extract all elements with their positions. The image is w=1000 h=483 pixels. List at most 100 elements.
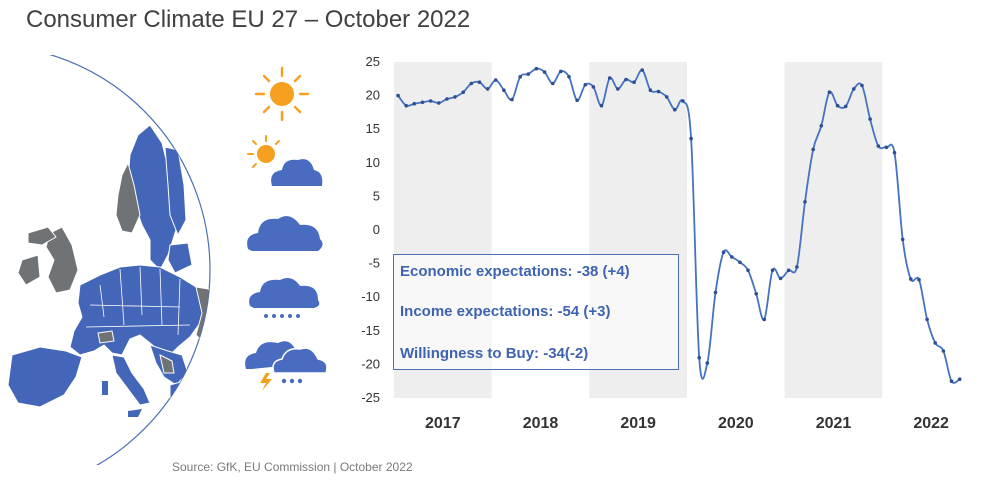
data-point [550, 81, 555, 86]
data-point [811, 147, 815, 152]
data-point [469, 81, 474, 86]
data-point [786, 268, 791, 273]
data-point [632, 80, 636, 84]
sun-icon [254, 66, 310, 122]
data-point [762, 317, 767, 322]
ireland-shape [17, 254, 41, 286]
data-point [640, 68, 644, 72]
italy-shape [111, 354, 151, 406]
data-point [721, 250, 726, 254]
data-point [559, 69, 563, 74]
data-point [420, 100, 425, 105]
y-tick-label: 5 [373, 188, 380, 203]
data-point [412, 101, 417, 106]
data-point [396, 93, 400, 98]
data-point [681, 99, 685, 103]
sicily-shape [128, 409, 142, 417]
data-point [599, 103, 604, 108]
border-lines [85, 266, 191, 336]
y-tick-label: -25 [361, 390, 380, 405]
data-point [477, 80, 482, 84]
data-point [843, 104, 848, 109]
sardinia-shape [102, 381, 108, 395]
x-year-label: 2022 [913, 415, 949, 432]
data-point [705, 361, 710, 365]
rain-cloud-icon [249, 278, 320, 318]
data-point [664, 95, 669, 99]
y-tick-label: 0 [373, 222, 380, 237]
data-point [884, 145, 889, 150]
data-point [900, 237, 905, 242]
data-point [445, 97, 449, 101]
legend-economic-expectations: Economic expectations: -38 (+4) [400, 263, 630, 280]
data-point [534, 66, 539, 71]
data-point [583, 83, 588, 87]
y-tick-label: 15 [366, 121, 380, 136]
data-point [624, 77, 628, 82]
data-point [957, 377, 962, 382]
x-year-label: 2017 [425, 415, 461, 432]
data-point [860, 83, 864, 88]
cloud-icon [247, 216, 323, 251]
data-point [575, 98, 579, 103]
data-point [697, 355, 701, 360]
y-tick-label: -20 [361, 356, 380, 371]
data-point [404, 103, 408, 108]
y-tick-label: -10 [361, 289, 380, 304]
data-point [526, 72, 531, 76]
data-point [770, 268, 775, 273]
data-point [917, 277, 921, 282]
data-point [738, 260, 742, 265]
data-point [607, 76, 612, 80]
data-point [827, 90, 832, 94]
storm-cloud-icon [245, 341, 328, 391]
data-point [542, 70, 547, 74]
data-point [567, 75, 571, 79]
greece-shape [169, 380, 191, 412]
chart-title: Consumer Climate EU 27 – October 2022 [26, 6, 471, 33]
data-point [778, 276, 783, 281]
data-point [892, 150, 897, 155]
data-point [795, 265, 799, 269]
data-point [461, 90, 465, 94]
y-tick-label: -15 [361, 323, 380, 338]
data-point [656, 89, 661, 94]
data-point [868, 117, 872, 121]
data-point [730, 255, 734, 259]
data-point [925, 317, 929, 322]
data-point [648, 88, 653, 92]
consumer-climate-chart: 25 20 15 10 5 0 -5 -10 -15 -20 -25 2017 2018 2019 2020… [361, 54, 962, 432]
legend-income-expectations: Income expectations: -54 (+3) [400, 303, 611, 320]
iberia-shape [7, 346, 83, 408]
data-point [746, 268, 750, 273]
data-point [819, 124, 824, 128]
legend-box: Economic expectations: -38 (+4) Income e… [393, 254, 679, 370]
data-point [493, 78, 498, 82]
switzerland-shape [97, 330, 115, 344]
data-point [754, 292, 758, 296]
data-point [689, 136, 693, 141]
data-point [510, 97, 514, 102]
x-year-label: 2019 [620, 415, 656, 432]
data-point [502, 88, 506, 92]
legend-willingness-to-buy: Willingness to Buy: -34(-2) [400, 345, 589, 362]
baltics-shape [167, 242, 193, 274]
y-tick-label: 25 [366, 54, 380, 69]
data-point [909, 277, 913, 281]
x-year-label: 2018 [523, 415, 559, 432]
data-point [949, 379, 954, 384]
data-point [713, 290, 718, 295]
data-point [437, 101, 441, 105]
data-point [852, 87, 856, 91]
data-point [933, 341, 937, 345]
data-point [835, 103, 840, 108]
balkans-gray-shape [159, 354, 175, 374]
data-point [453, 95, 457, 99]
y-tick-label: 20 [366, 88, 380, 103]
iceland-shape [27, 226, 57, 246]
norway-shape [115, 161, 141, 234]
europe-map [0, 55, 211, 465]
data-point [591, 85, 596, 89]
data-point [485, 87, 490, 91]
x-year-label: 2021 [816, 415, 852, 432]
